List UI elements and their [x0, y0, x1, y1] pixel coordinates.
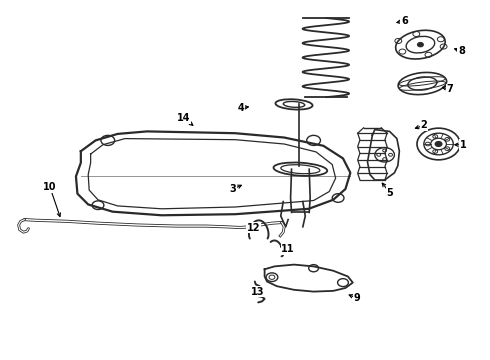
Text: 5: 5	[387, 188, 393, 198]
Text: 6: 6	[401, 16, 408, 26]
Text: 7: 7	[446, 84, 453, 94]
Text: 2: 2	[420, 120, 427, 130]
Text: 12: 12	[247, 222, 261, 233]
Text: 1: 1	[460, 140, 466, 150]
Text: 9: 9	[353, 293, 360, 303]
Text: 13: 13	[250, 287, 264, 297]
Text: 8: 8	[458, 46, 465, 56]
Circle shape	[417, 42, 423, 47]
Text: 10: 10	[43, 182, 57, 192]
Circle shape	[435, 141, 442, 147]
Text: 11: 11	[281, 244, 295, 254]
Text: 4: 4	[238, 103, 245, 113]
Text: 14: 14	[177, 113, 191, 123]
Text: 3: 3	[230, 184, 237, 194]
